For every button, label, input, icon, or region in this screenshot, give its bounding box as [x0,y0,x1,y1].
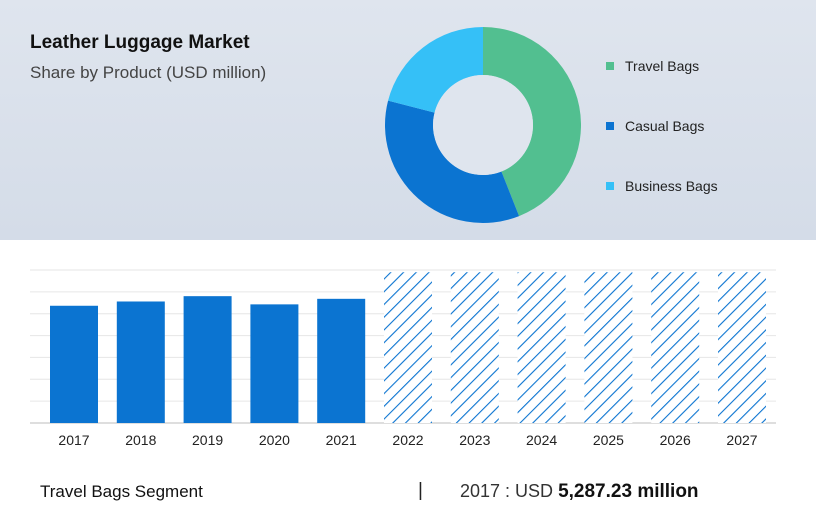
donut-slice-casual-bags [385,100,520,224]
x-tick-label-2024: 2024 [526,432,557,448]
donut-slice-travel-bags [483,27,582,217]
bar-2021 [317,298,366,423]
bar-2018 [116,301,165,423]
chart-subtitle: Share by Product (USD million) [30,63,267,82]
footer-amount: 5,287.23 million [558,481,699,502]
x-tick-label-2018: 2018 [125,432,156,448]
bar-2023 [450,272,499,423]
bar-chart: 2017 2018 2019 2020 2021 2022 2023 2024 2025 2026… [30,269,776,448]
bar-2019 [183,296,232,423]
footer-year-prefix: 2017 : USD [460,481,554,501]
bar-2027 [718,272,766,423]
footer-separator: | [418,480,423,501]
x-tick-label-2023: 2023 [459,432,490,448]
legend-swatch [606,62,614,70]
x-tick-label-2019: 2019 [192,432,223,448]
legend-label: Travel Bags [625,58,700,74]
segment-label: Travel Bags Segment [40,482,203,501]
legend-label: Business Bags [625,178,718,194]
footer-value: 2017 : USD 5,287.23 million [460,481,699,503]
x-tick-label-2022: 2022 [392,432,423,448]
bar-2020 [250,304,299,423]
legend-item-travel-bags: Travel Bags [606,58,699,74]
x-tick-label-2025: 2025 [593,432,624,448]
donut-chart [385,27,582,224]
bar-2025 [584,272,633,423]
legend-swatch [606,122,614,130]
legend-item-casual-bags: Casual Bags [606,118,704,134]
bar-2022 [384,272,432,423]
legend-item-business-bags: Business Bags [606,178,718,194]
x-tick-label-2027: 2027 [726,432,757,448]
bar-2024 [517,272,566,423]
x-tick-label-2021: 2021 [326,432,357,448]
legend-swatch [606,182,614,190]
donut-slice-business-bags [388,27,483,113]
bar-2026 [651,272,700,423]
bar-2017 [50,305,98,423]
x-tick-label-2026: 2026 [660,432,691,448]
x-tick-label-2017: 2017 [58,432,89,448]
legend-label: Casual Bags [625,118,705,134]
x-tick-label-2020: 2020 [259,432,290,448]
chart-title: Leather Luggage Market [30,32,250,53]
donut-hole [433,75,533,175]
